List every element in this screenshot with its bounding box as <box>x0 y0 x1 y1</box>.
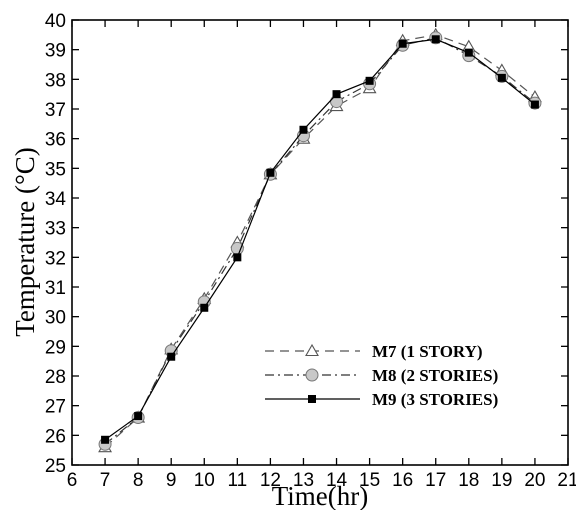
data-point <box>464 48 473 57</box>
y-tick-label: 40 <box>45 11 66 32</box>
data-point <box>200 303 209 312</box>
y-tick-label: 34 <box>45 189 67 210</box>
y-axis-title: Temperature (°C) <box>10 147 40 337</box>
y-tick-label: 31 <box>45 278 66 299</box>
x-tick-label: 10 <box>194 470 215 491</box>
x-tick-label: 8 <box>133 470 144 491</box>
x-tick-label: 13 <box>293 470 314 491</box>
legend-label: M7 (1 STORY) <box>372 342 483 361</box>
data-point <box>530 100 539 109</box>
x-tick-label: 20 <box>524 470 545 491</box>
y-tick-label: 28 <box>45 367 66 388</box>
data-point <box>167 352 176 361</box>
data-point <box>365 76 374 85</box>
x-tick-label: 21 <box>557 470 576 491</box>
series-1 <box>98 31 542 451</box>
legend-marker <box>305 368 319 382</box>
x-tick-label: 6 <box>67 470 78 491</box>
plot-frame <box>71 19 569 466</box>
y-tick-label: 33 <box>45 219 66 240</box>
x-tick-label: 18 <box>458 470 479 491</box>
data-point <box>497 73 506 82</box>
y-tick-label: 30 <box>45 308 66 329</box>
legend-entry-1: M8 (2 STORIES) <box>265 366 498 385</box>
y-tick-label: 29 <box>45 337 66 358</box>
y-tick-label: 36 <box>45 130 66 151</box>
data-point <box>398 39 407 48</box>
data-point <box>233 253 242 262</box>
x-tick-label: 16 <box>392 470 413 491</box>
axis-ticks: 6 7 8 9 10 11 12 13 14 15 16 17 18 19 20 21 25 26 27 28 29 30… <box>45 11 576 491</box>
x-tick-label: 11 <box>227 470 247 491</box>
y-tick-label: 25 <box>45 456 66 477</box>
data-point <box>266 168 275 177</box>
x-tick-label: 17 <box>425 470 446 491</box>
x-tick-label: 7 <box>100 470 111 491</box>
series-2 <box>101 35 539 444</box>
legend-marker <box>305 343 319 357</box>
legend: M7 (1 STORY) M8 (2 STORIES) M9 (3 STORIES) <box>265 342 498 409</box>
x-tick-label: 14 <box>326 470 348 491</box>
x-tick-label: 19 <box>491 470 512 491</box>
legend-label: M9 (3 STORIES) <box>372 390 498 409</box>
data-point <box>431 35 440 44</box>
x-axis-title: Time(hr) <box>272 481 369 510</box>
legend-entry-2: M9 (3 STORIES) <box>265 390 498 409</box>
y-tick-label: 26 <box>45 426 66 447</box>
y-tick-label: 35 <box>45 159 66 180</box>
legend-marker <box>308 395 316 403</box>
legend-label: M8 (2 STORIES) <box>372 366 498 385</box>
x-tick-label: 9 <box>166 470 177 491</box>
data-point <box>230 241 244 255</box>
y-tick-label: 37 <box>45 100 66 121</box>
x-tick-label: 12 <box>260 470 281 491</box>
y-tick-label: 39 <box>45 41 66 62</box>
series-line-0 <box>104 34 536 448</box>
legend-entry-0: M7 (1 STORY) <box>265 342 483 361</box>
y-tick-label: 27 <box>45 397 66 418</box>
data-point <box>332 90 341 99</box>
series-layer <box>98 27 542 453</box>
y-tick-label: 32 <box>45 248 66 269</box>
data-point <box>101 435 110 444</box>
data-point <box>299 125 308 134</box>
x-tick-label: 15 <box>359 470 380 491</box>
series-line-2 <box>104 38 536 441</box>
y-tick-label: 38 <box>45 70 66 91</box>
data-point <box>134 412 143 421</box>
series-0 <box>98 27 542 453</box>
